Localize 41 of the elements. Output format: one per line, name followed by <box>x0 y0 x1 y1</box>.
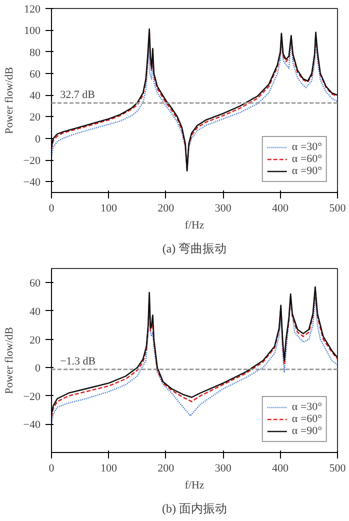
y-tick-label: −20 <box>23 390 41 403</box>
x-tick-label: 100 <box>100 202 118 214</box>
x-tick-label: 400 <box>272 202 290 214</box>
y-tick-label: 20 <box>30 112 41 124</box>
x-tick-label: 0 <box>48 202 55 214</box>
legend-label: α =60° <box>292 413 322 425</box>
x-tick-label: 200 <box>158 462 175 474</box>
x-tick-label: 0 <box>48 462 55 474</box>
y-tick-label: 0 <box>35 133 41 146</box>
x-tick-label: 100 <box>100 462 118 474</box>
x-tick-label: 300 <box>214 462 232 474</box>
legend-label: α =60° <box>292 153 322 165</box>
x-tick-label: 300 <box>214 202 232 214</box>
y-tick-label: 100 <box>24 25 41 38</box>
y-tick-label: 60 <box>30 68 41 80</box>
y-tick-label: 40 <box>30 306 41 318</box>
y-tick-label: −40 <box>23 419 41 432</box>
ref-line-label: −1.3 dB <box>60 355 96 368</box>
y-tick-label: 60 <box>30 278 41 290</box>
y-tick-label: 80 <box>30 46 41 59</box>
x-axis-title: f/Hz <box>184 480 204 492</box>
y-tick-label: 20 <box>30 334 41 346</box>
y-axis-title: Power flow/dB <box>3 67 16 134</box>
x-axis-title: f/Hz <box>184 220 204 232</box>
text: (b) 面内振动 <box>162 502 228 516</box>
y-tick-label: 120 <box>24 4 41 16</box>
text: (a) 弯曲振动 <box>162 242 227 256</box>
legend-label: α =30° <box>292 141 322 153</box>
y-tick-label: −20 <box>23 155 41 168</box>
y-tick-label: 40 <box>30 90 41 102</box>
x-tick-label: 500 <box>329 202 346 214</box>
legend-label: α =30° <box>292 401 322 413</box>
legend-label: α =90° <box>292 425 322 437</box>
x-tick-label: 500 <box>329 462 346 474</box>
y-tick-label: 0 <box>35 362 41 375</box>
y-tick-label: −40 <box>23 176 41 189</box>
x-tick-label: 200 <box>158 202 175 214</box>
legend-label: α =90° <box>292 165 322 177</box>
x-tick-label: 400 <box>272 462 290 474</box>
ref-line-label: 32.7 dB <box>60 88 95 101</box>
y-axis-title: Power flow/dB <box>3 327 16 394</box>
